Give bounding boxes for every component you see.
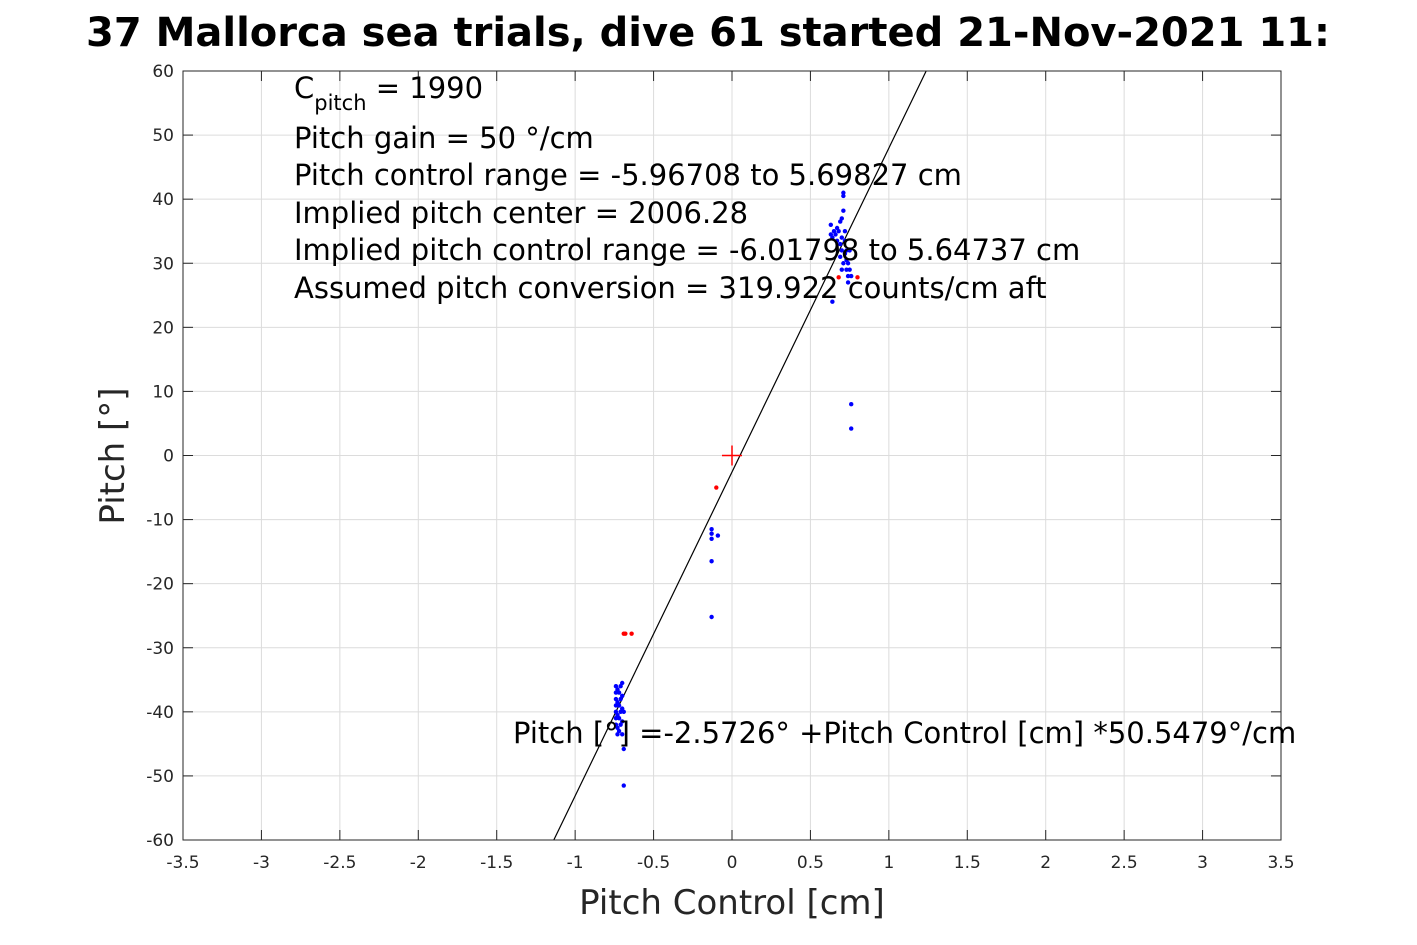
y-tick-label: -40 [146,703,174,723]
data-point [616,690,622,695]
data-point [833,232,838,237]
data-point [844,267,849,272]
data-points [613,190,860,788]
data-point [709,614,714,620]
x-tick-label: -0.5 [637,853,670,873]
y-tick-label: 30 [152,254,174,274]
data-point [828,222,834,227]
data-point [834,238,840,244]
data-point [847,267,852,272]
y-tick-label: -50 [146,767,174,787]
data-point [841,193,846,199]
x-tick-label: -1 [567,853,584,873]
x-tick-label: -3.5 [166,853,199,873]
data-point [839,267,844,272]
y-tick-label: 10 [152,382,174,402]
data-point [842,238,848,244]
data-point [838,254,843,260]
annotation-pitch-gain: Pitch gain = 50 °/cm [294,121,594,155]
y-tick-label: -20 [146,575,174,595]
c-pitch-value: = 1990 [367,71,484,105]
y-tick-label: 0 [163,447,174,467]
data-point [623,631,628,636]
plot-content [553,71,927,840]
data-point [621,746,626,752]
plot-border [182,70,1282,841]
fit-equation: Pitch [°] =-2.5726° +Pitch Control [cm] … [513,716,1296,750]
chart-title: 37 Mallorca sea trials, dive 61 started … [86,10,1330,56]
x-tick-label: -1.5 [480,853,513,873]
x-axis-label: Pitch Control [cm] [579,883,885,923]
y-tick-label: -10 [146,511,174,531]
data-point [845,280,851,285]
data-point [845,261,851,266]
annotation-conversion: Assumed pitch conversion = 319.922 count… [294,271,1047,305]
annotation-control-range: Pitch control range = -5.96708 to 5.6982… [294,158,962,192]
data-point [616,703,622,708]
data-point [709,536,714,542]
x-tick-label: -2.5 [323,853,356,873]
data-point [849,273,854,279]
y-tick-label: 60 [152,62,174,82]
data-point [839,235,844,240]
data-point [847,248,852,253]
x-tick-label: 2.5 [1111,853,1138,873]
x-tick-label: 3 [1197,853,1208,873]
annotation-implied-range: Implied pitch control range = -6.01798 t… [294,233,1080,267]
y-tick-label: 50 [152,126,174,146]
x-tick-label: 1.5 [954,853,981,873]
x-tick-label: 1 [883,853,894,873]
y-tick-label: 20 [152,318,174,338]
data-point [709,526,714,532]
x-tick-label: 0.5 [797,853,824,873]
y-tick-label: 40 [152,190,174,210]
data-point [841,190,846,195]
data-point [620,732,625,737]
x-tick-label: 0 [727,853,738,873]
data-point [842,229,848,234]
x-tick-label: -2 [410,853,427,873]
data-point [839,216,844,221]
data-point [709,531,714,536]
data-point [620,693,625,699]
data-point [709,559,714,564]
data-point [621,709,626,715]
axis-ticks: -3.5 -3 -2.5 -2 -1.5 -1 -0.5 0 0.5 1 1.5 2 2.5 3 3.5 -6… [146,62,1294,873]
data-point [616,716,622,721]
data-point [620,719,625,724]
data-point [836,229,841,234]
c-pitch-annotation: Cpitch = 1990 [294,71,483,115]
data-point [836,275,841,280]
y-axis-label: Pitch [°] [93,387,133,524]
data-point [830,235,835,240]
x-tick-label: 3.5 [1267,853,1294,873]
y-tick-label: -30 [146,639,174,659]
data-point [830,299,835,304]
annotation-pitch-center: Implied pitch center = 2006.28 [294,196,748,230]
data-point [849,426,854,431]
data-point [715,533,721,538]
data-point [839,248,844,253]
data-point [841,261,846,266]
y-tick-label: -60 [146,831,174,851]
data-point [844,248,849,253]
data-point [849,402,854,407]
data-point [620,680,625,686]
x-tick-label: 2 [1040,853,1051,873]
x-tick-label: -3 [253,853,270,873]
data-point [845,273,851,279]
data-point [855,275,860,280]
data-point [629,631,634,636]
data-point [714,485,719,490]
data-point [838,241,843,247]
data-point [616,728,622,734]
data-point [841,208,846,213]
c-pitch-symbol: C [294,71,314,105]
data-point [621,783,626,788]
center-marker-group [722,445,742,466]
c-pitch-subscript: pitch [314,91,366,115]
